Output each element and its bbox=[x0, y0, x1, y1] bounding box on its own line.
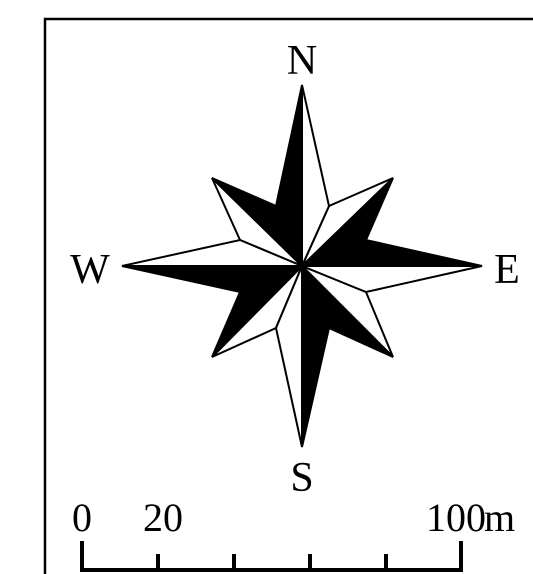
compass-diagonal-points bbox=[211, 177, 394, 358]
scale-label-100: 100 bbox=[426, 495, 486, 540]
compass-label-west: W bbox=[70, 247, 110, 293]
compass-label-south: S bbox=[290, 455, 313, 501]
compass-label-north: N bbox=[287, 38, 317, 84]
compass-rose bbox=[121, 84, 483, 448]
scale-unit-label: m bbox=[484, 495, 515, 540]
map-border bbox=[43, 17, 533, 574]
compass-cardinal-points bbox=[121, 84, 483, 448]
compass-label-east: E bbox=[494, 247, 520, 293]
scale-label-20: 20 bbox=[143, 495, 183, 540]
scale-label-0: 0 bbox=[72, 495, 92, 540]
scale-bar: 0 20 100 m bbox=[72, 495, 515, 572]
